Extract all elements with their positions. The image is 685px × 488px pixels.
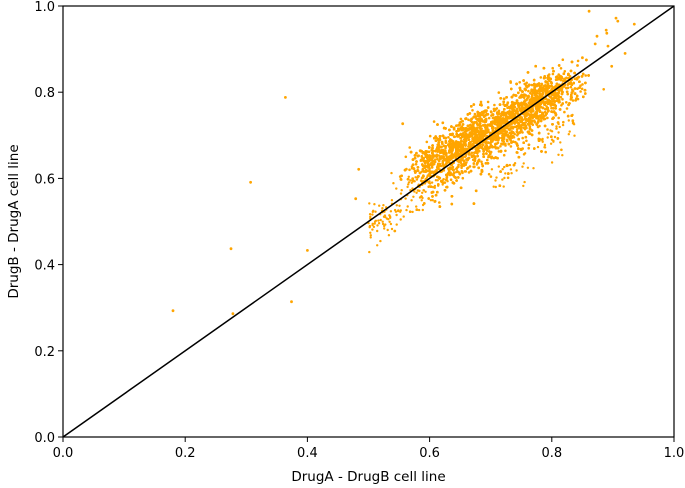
y-tick-label: 0.0: [34, 431, 55, 446]
x-axis-label: DrugA - DrugB cell line: [291, 469, 445, 485]
x-tick-label: 1.0: [664, 446, 685, 461]
y-axis-label: DrugB - DrugA cell line: [6, 144, 22, 298]
y-tick-label: 0.6: [34, 172, 55, 187]
x-tick-label: 0.0: [53, 446, 74, 461]
identity-line: [62, 5, 675, 438]
x-tick-label: 0.6: [419, 446, 440, 461]
y-tick-label: 0.2: [34, 345, 55, 360]
y-tick-label: 0.8: [34, 86, 55, 101]
y-tick-label: 0.4: [34, 259, 55, 274]
y-axis-ticks: 0.0 0.2 0.4 0.6 0.8 1.0: [34, 0, 63, 446]
x-tick-label: 0.4: [297, 446, 318, 461]
x-tick-label: 0.2: [175, 446, 196, 461]
scatter-points: [171, 9, 636, 316]
x-axis-ticks: 0.0 0.2 0.4 0.6 0.8 1.0: [53, 437, 685, 461]
axes-frame: [62, 5, 675, 438]
y-tick-label: 1.0: [34, 0, 55, 15]
x-tick-label: 0.8: [541, 446, 562, 461]
